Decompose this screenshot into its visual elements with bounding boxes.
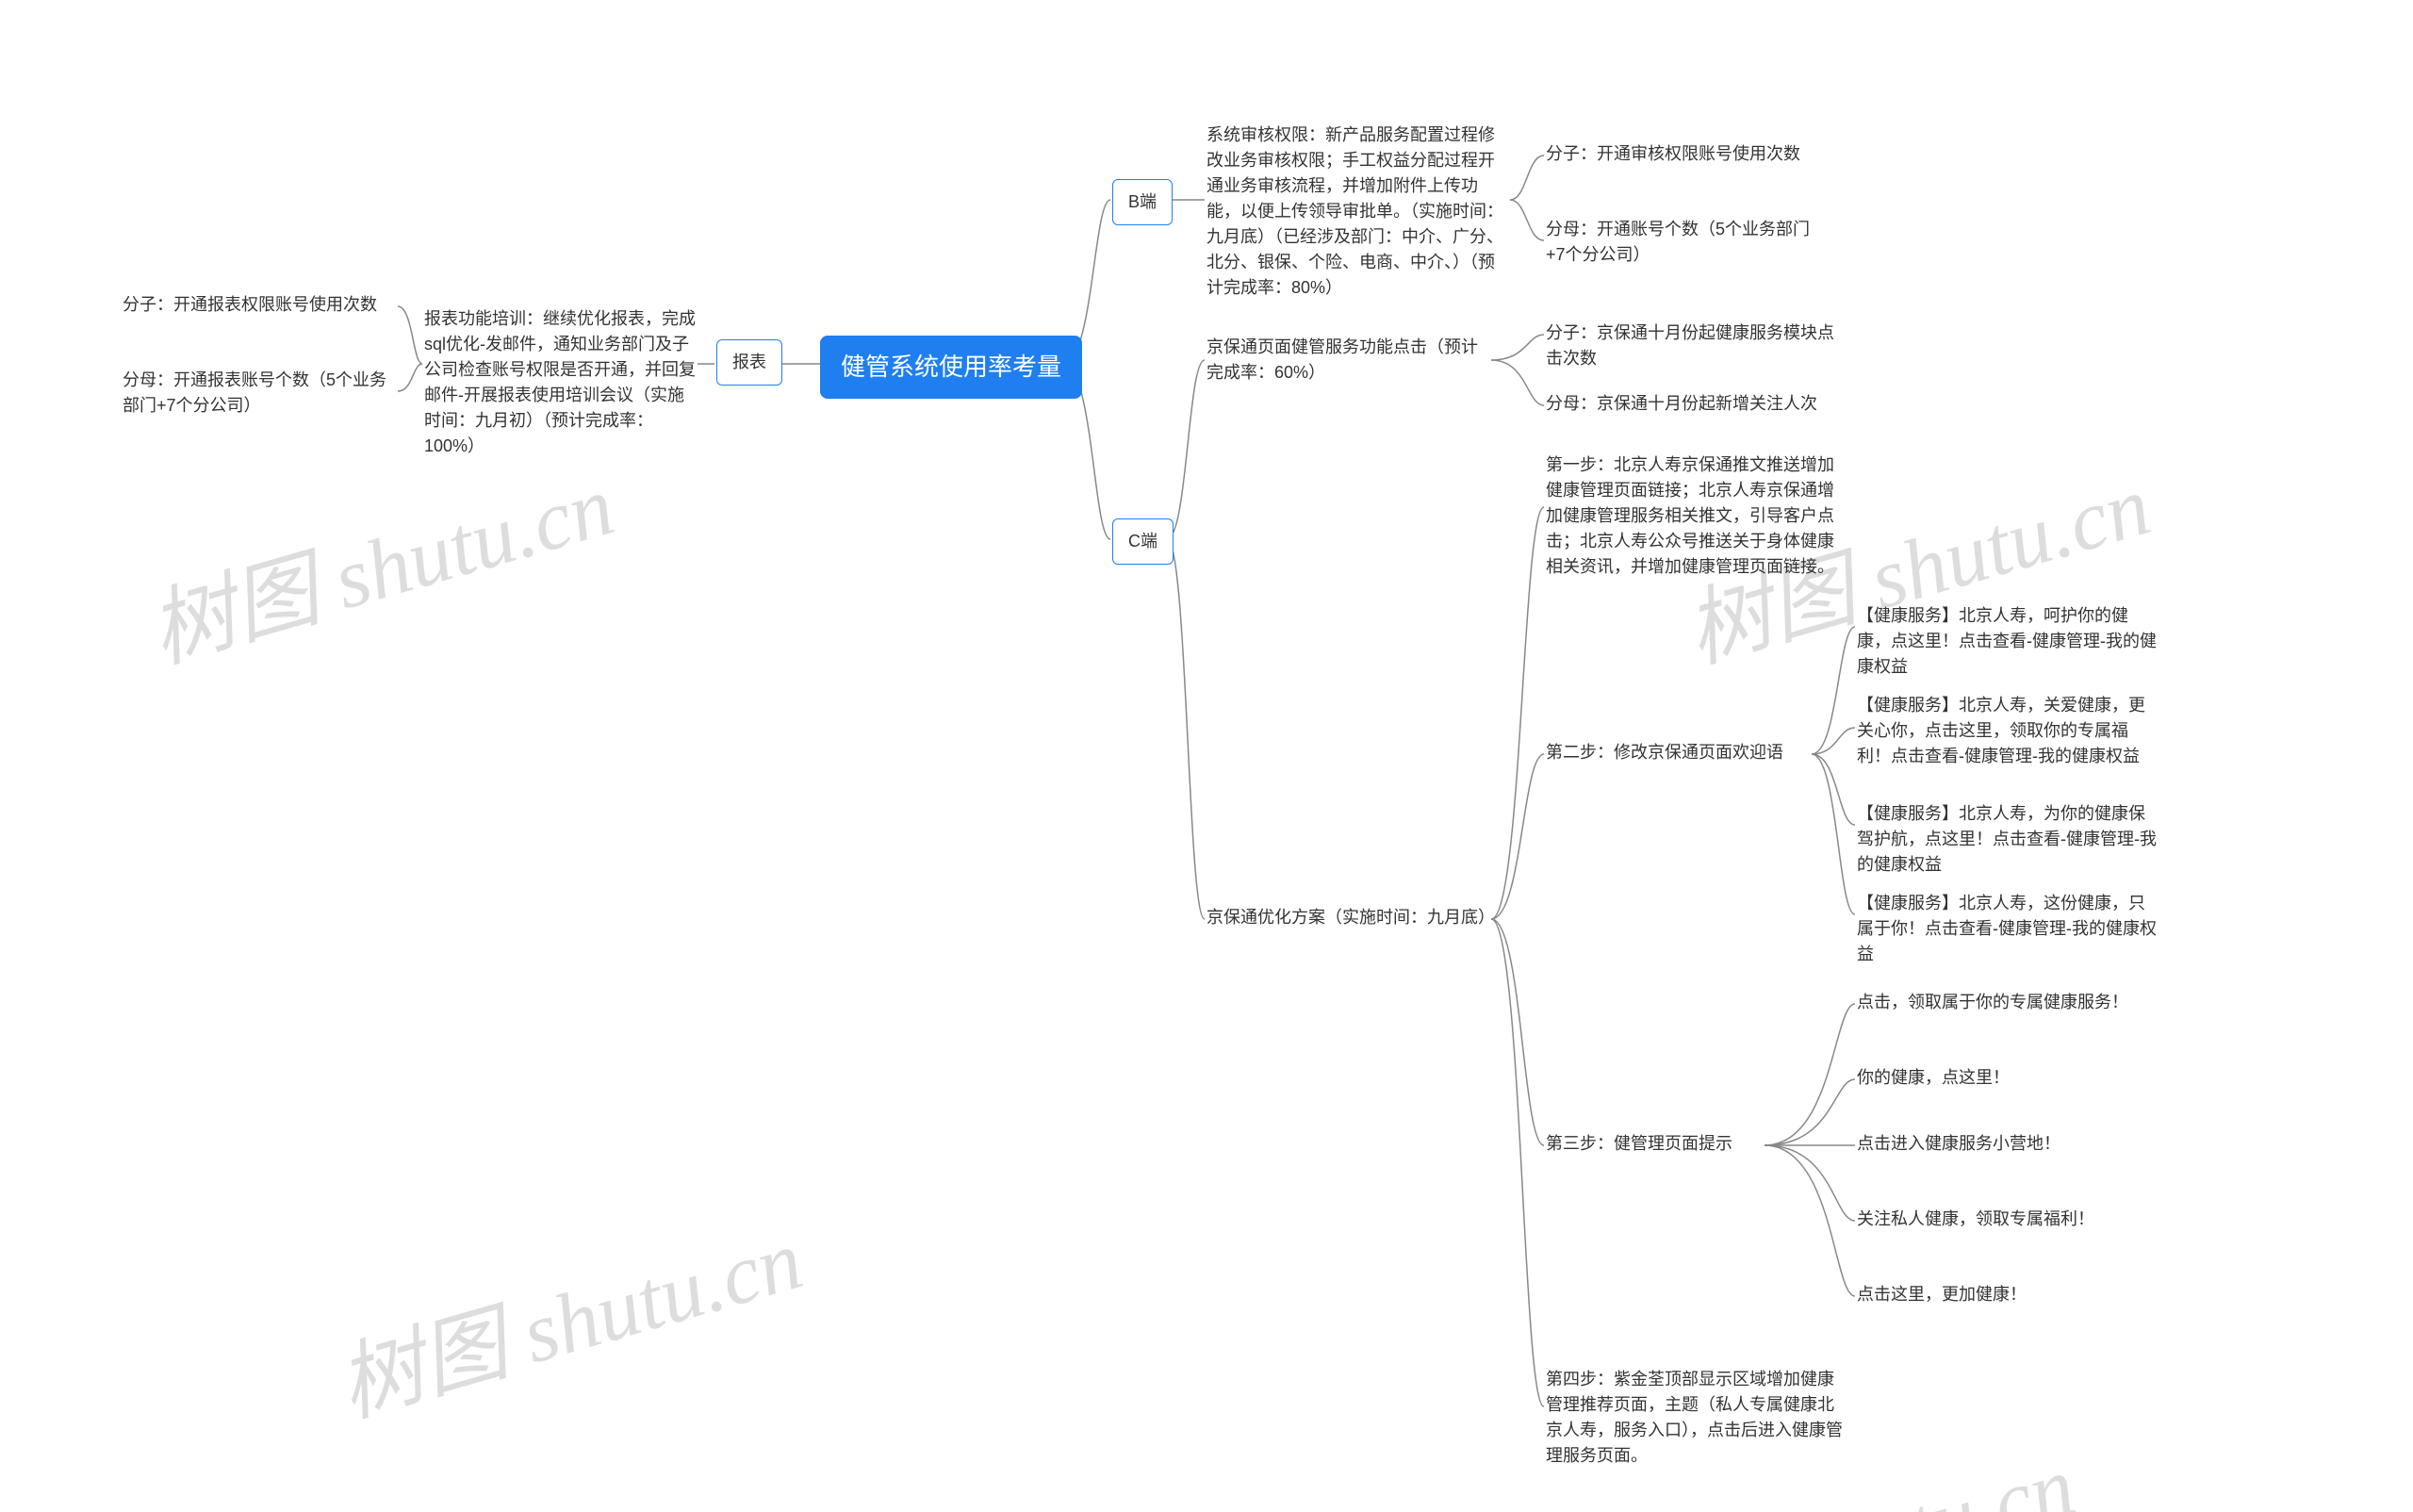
- node-c2[interactable]: 京保通优化方案（实施时间：九月底）: [1206, 905, 1489, 930]
- node-b-numerator[interactable]: 分子：开通审核权限账号使用次数: [1546, 141, 1819, 167]
- node-report-denominator[interactable]: 分母：开通报表账号个数（5个业务部门+7个分公司）: [123, 368, 396, 419]
- node-step4[interactable]: 第四步：紫金荃顶部显示区域增加健康管理推荐页面，主题（私人专属健康北京人寿，服务…: [1546, 1367, 1847, 1469]
- node-step3-item5[interactable]: 点击这里，更加健康！: [1857, 1282, 2140, 1307]
- node-step2-item2[interactable]: 【健康服务】北京人寿，关爱健康，更关心你，点击这里，领取你的专属福利！点击查看-…: [1857, 693, 2159, 769]
- node-b-audit[interactable]: 系统审核权限：新产品服务配置过程修改业务审核权限；手工权益分配过程开通业务审核流…: [1206, 123, 1508, 301]
- node-c1-denominator[interactable]: 分母：京保通十月份起新增关注人次: [1546, 391, 1847, 417]
- node-step3-item2[interactable]: 你的健康，点这里！: [1857, 1065, 2140, 1091]
- node-step2-item4[interactable]: 【健康服务】北京人寿，这份健康，只属于你！点击查看-健康管理-我的健康权益: [1857, 891, 2159, 967]
- root-node[interactable]: 健管系统使用率考量: [820, 336, 1082, 399]
- watermark: 树图 shutu.cn: [134, 436, 625, 685]
- node-report-training[interactable]: 报表功能培训：继续优化报表，完成sql优化-发邮件，通知业务部门及子公司检查账号…: [424, 306, 698, 459]
- node-step3-item3[interactable]: 点击进入健康服务小营地！: [1857, 1131, 2140, 1157]
- node-report[interactable]: 报表: [716, 339, 782, 386]
- node-report-numerator[interactable]: 分子：开通报表权限账号使用次数: [123, 292, 396, 318]
- node-step2-item1[interactable]: 【健康服务】北京人寿，呵护你的健康，点这里！点击查看-健康管理-我的健康权益: [1857, 603, 2159, 680]
- node-c-end[interactable]: C端: [1112, 518, 1174, 565]
- node-step2[interactable]: 第二步：修改京保通页面欢迎语: [1546, 740, 1810, 765]
- node-c1[interactable]: 京保通页面健管服务功能点击（预计完成率：60%）: [1206, 335, 1489, 386]
- node-step1[interactable]: 第一步：北京人寿京保通推文推送增加健康管理页面链接；北京人寿京保通增加健康管理服…: [1546, 452, 1847, 580]
- node-step2-item3[interactable]: 【健康服务】北京人寿，为你的健康保驾护航，点这里！点击查看-健康管理-我的健康权…: [1857, 801, 2159, 878]
- node-c1-numerator[interactable]: 分子：京保通十月份起健康服务模块点击次数: [1546, 320, 1847, 371]
- node-step3[interactable]: 第三步：健管理页面提示: [1546, 1131, 1763, 1157]
- node-step3-item1[interactable]: 点击，领取属于你的专属健康服务！: [1857, 990, 2140, 1015]
- watermark: 树图 shutu.cn: [322, 1191, 813, 1439]
- node-b-denominator[interactable]: 分母：开通账号个数（5个业务部门+7个分公司）: [1546, 217, 1819, 268]
- node-b-end[interactable]: B端: [1112, 179, 1173, 225]
- node-step3-item4[interactable]: 关注私人健康，领取专属福利！: [1857, 1207, 2140, 1232]
